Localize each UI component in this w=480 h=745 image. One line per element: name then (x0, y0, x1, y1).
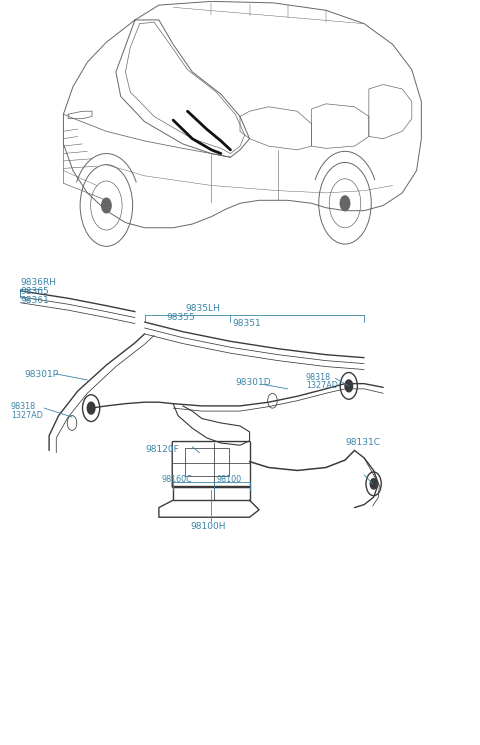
Text: 98301P: 98301P (24, 370, 59, 378)
Text: 9835LH: 9835LH (185, 304, 220, 313)
Text: 98131C: 98131C (345, 438, 380, 447)
Text: 98100H: 98100H (190, 522, 226, 531)
Text: 98160C: 98160C (161, 475, 192, 484)
Circle shape (87, 402, 95, 414)
Text: 98120F: 98120F (145, 446, 179, 454)
Text: 1327AD: 1327AD (306, 381, 338, 390)
Circle shape (340, 196, 350, 211)
Circle shape (345, 380, 353, 392)
Text: 98100: 98100 (216, 475, 241, 484)
FancyBboxPatch shape (172, 442, 251, 487)
Text: 98318: 98318 (306, 372, 331, 381)
Text: 98355: 98355 (166, 313, 195, 322)
Text: 98365: 98365 (21, 287, 49, 297)
Circle shape (102, 198, 111, 213)
Text: 1327AD: 1327AD (11, 411, 43, 420)
Text: 98318: 98318 (11, 402, 36, 411)
Text: 9836RH: 9836RH (21, 278, 57, 288)
Circle shape (370, 478, 377, 489)
Bar (185, 448, 229, 476)
Text: 98301D: 98301D (235, 378, 271, 387)
Text: 98361: 98361 (21, 296, 49, 305)
Text: 98351: 98351 (233, 319, 262, 328)
